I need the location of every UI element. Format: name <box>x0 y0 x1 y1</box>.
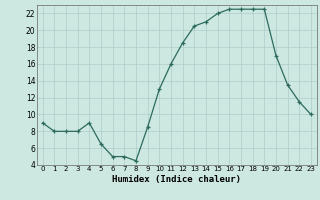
X-axis label: Humidex (Indice chaleur): Humidex (Indice chaleur) <box>112 175 241 184</box>
